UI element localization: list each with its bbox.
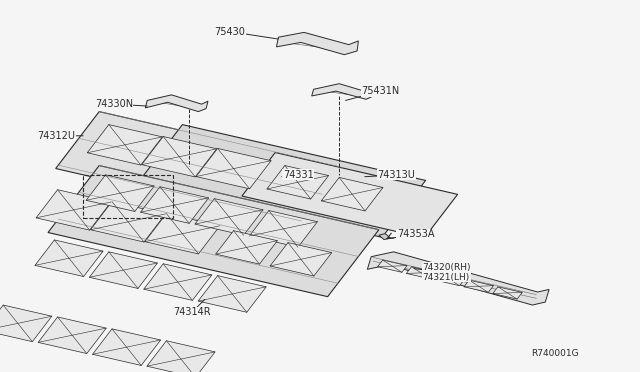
Polygon shape [35, 240, 103, 276]
Polygon shape [147, 341, 215, 372]
Polygon shape [90, 202, 166, 242]
Polygon shape [406, 267, 436, 279]
Polygon shape [321, 177, 383, 211]
Polygon shape [367, 252, 549, 305]
Polygon shape [216, 231, 277, 264]
Polygon shape [198, 276, 266, 312]
Polygon shape [141, 137, 217, 177]
Polygon shape [139, 125, 426, 237]
Text: 74330N: 74330N [95, 99, 147, 109]
Polygon shape [145, 95, 208, 112]
Bar [83, 175, 173, 218]
Text: 75431N: 75431N [346, 86, 400, 100]
Polygon shape [0, 305, 52, 341]
Polygon shape [242, 153, 458, 238]
Polygon shape [195, 199, 263, 235]
Polygon shape [435, 273, 465, 286]
Polygon shape [250, 211, 317, 247]
Polygon shape [196, 148, 271, 189]
Polygon shape [493, 287, 522, 299]
Text: 74314R: 74314R [173, 299, 211, 317]
Polygon shape [90, 252, 157, 288]
Polygon shape [378, 260, 407, 272]
Polygon shape [464, 280, 493, 292]
Polygon shape [36, 190, 111, 230]
Text: 74312U: 74312U [37, 131, 83, 141]
Polygon shape [379, 234, 390, 240]
Polygon shape [141, 187, 209, 223]
Text: 74331: 74331 [282, 170, 314, 180]
Polygon shape [312, 84, 373, 99]
Polygon shape [48, 166, 379, 296]
Polygon shape [267, 166, 328, 199]
Polygon shape [144, 264, 212, 300]
Polygon shape [38, 317, 106, 353]
Polygon shape [270, 243, 332, 276]
Polygon shape [145, 214, 220, 254]
Text: 74353A: 74353A [387, 230, 435, 239]
Polygon shape [93, 329, 161, 365]
Polygon shape [276, 32, 358, 55]
Text: 75430: 75430 [214, 27, 278, 39]
Polygon shape [86, 175, 154, 211]
Polygon shape [87, 125, 163, 165]
Text: 74313U: 74313U [365, 170, 415, 180]
Polygon shape [56, 112, 342, 224]
Text: R740001G: R740001G [532, 349, 579, 358]
Text: 74320(RH)
74321(LH): 74320(RH) 74321(LH) [414, 263, 471, 282]
